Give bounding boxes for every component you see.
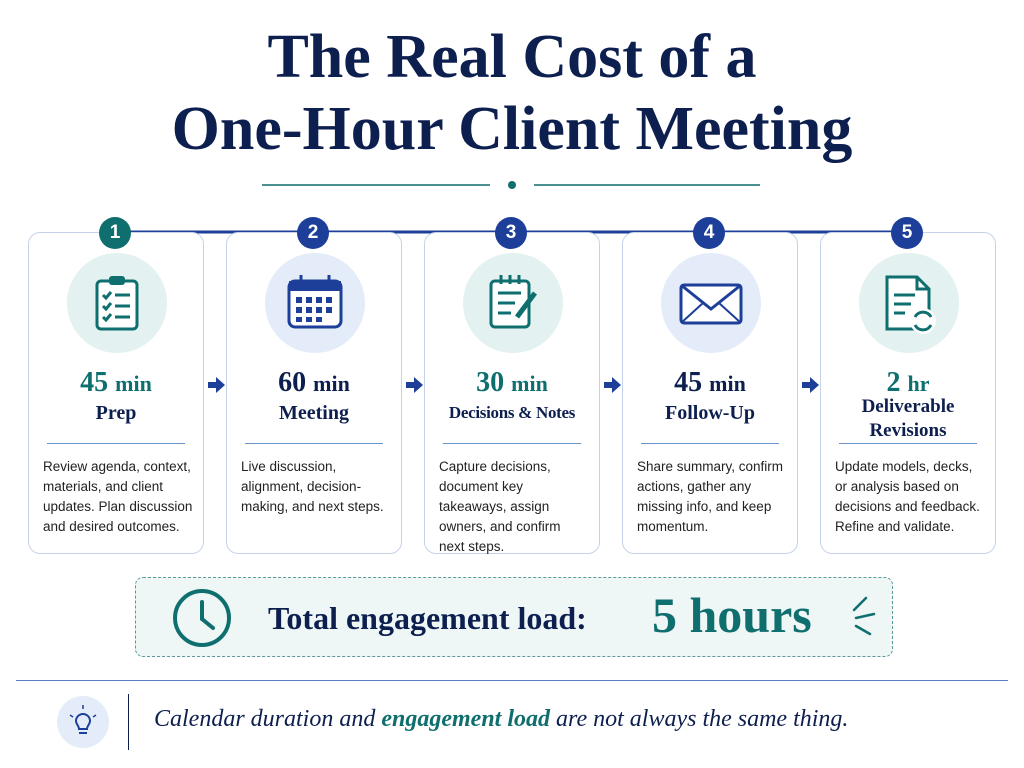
step-card: 2 60 min Meeting Live discussion, alignment… — [226, 217, 402, 554]
step-arrow — [800, 376, 820, 399]
duration-unit: min — [115, 371, 152, 396]
footer-text: Calendar duration and — [154, 706, 376, 732]
footer-emphasis: engagement load — [381, 706, 550, 732]
step-duration: 45 min — [623, 367, 797, 399]
arrow-glyph — [802, 377, 819, 393]
icon-glyph — [885, 275, 936, 334]
arrow-glyph — [604, 377, 621, 393]
step-arrow — [206, 376, 226, 399]
step-icon — [661, 253, 761, 353]
title-divider — [262, 181, 760, 189]
footer-note: Calendar duration and engagement load ar… — [154, 706, 848, 733]
step-duration: 2 hr — [821, 367, 995, 399]
step-rule — [641, 443, 779, 444]
footer-separator — [128, 694, 129, 750]
step-number: 4 — [693, 217, 725, 249]
step-description: Live discussion, alignment, decision-mak… — [241, 459, 384, 514]
step-number: 2 — [297, 217, 329, 249]
step-label: Meeting — [279, 402, 349, 424]
step-icon — [67, 253, 167, 353]
duration-unit: min — [511, 371, 548, 396]
arrow-glyph — [208, 377, 225, 393]
step-number: 3 — [495, 217, 527, 249]
step-duration: 30 min — [425, 367, 599, 399]
step-card: 4 45 min Follow-Up Share summary, confirm a… — [622, 217, 798, 554]
icon-glyph — [287, 275, 343, 329]
step-card: 3 30 min Decisions & Notes Capture decision… — [424, 217, 600, 554]
duration-amount: 45 — [80, 367, 109, 398]
sparkle — [852, 596, 876, 636]
duration-amount: 60 — [278, 367, 307, 398]
clock-icon — [173, 589, 231, 647]
step-description: Capture decisions, document key takeaway… — [439, 459, 561, 554]
step-rule — [839, 443, 977, 444]
duration-unit: hr — [907, 371, 930, 396]
icon-glyph — [489, 275, 537, 329]
step-icon — [859, 253, 959, 353]
duration-unit: min — [709, 371, 746, 396]
step-rule — [245, 443, 383, 444]
title-line: The Real Cost of a — [267, 23, 757, 91]
step-icon — [265, 253, 365, 353]
total-value: 5 hours — [652, 587, 812, 643]
step-card: 1 45 min Prep Review agenda, context, mater… — [28, 217, 204, 554]
step-duration: 45 min — [29, 367, 203, 399]
total-box: Total engagement load: 5 hours — [135, 577, 893, 657]
step-label: Follow-Up — [665, 402, 755, 424]
footer-rule — [16, 680, 1008, 681]
step-description: Share summary, confirm actions, gather a… — [637, 459, 784, 534]
total-label: Total engagement load: — [268, 600, 587, 636]
step-label: Decisions & Notes — [448, 403, 576, 422]
step-arrow — [404, 376, 424, 399]
duration-amount: 45 — [674, 367, 703, 398]
footer-text: are not always the same thing. — [556, 706, 849, 732]
duration-amount: 2 — [886, 367, 901, 398]
duration-amount: 30 — [476, 367, 505, 398]
step-rule — [47, 443, 185, 444]
bulb-icon — [57, 696, 109, 748]
arrow-glyph — [406, 377, 423, 393]
step-icon — [463, 253, 563, 353]
step-number: 1 — [99, 217, 131, 249]
step-label: Prep — [95, 402, 137, 424]
icon-glyph — [679, 283, 743, 325]
title-line: One-Hour Client Meeting — [171, 95, 853, 163]
step-description: Update models, decks, or analysis based … — [835, 459, 980, 534]
step-duration: 60 min — [227, 367, 401, 399]
step-number: 5 — [891, 217, 923, 249]
step-description: Review agenda, context, materials, and c… — [43, 459, 193, 534]
step-label: Deliverable Revisions — [861, 396, 955, 441]
step-rule — [443, 443, 581, 444]
step-arrow — [602, 376, 622, 399]
icon-glyph — [95, 276, 139, 331]
duration-unit: min — [313, 371, 350, 396]
step-card: 5 2 hr Deliverable Revisions Update models,… — [820, 217, 996, 554]
